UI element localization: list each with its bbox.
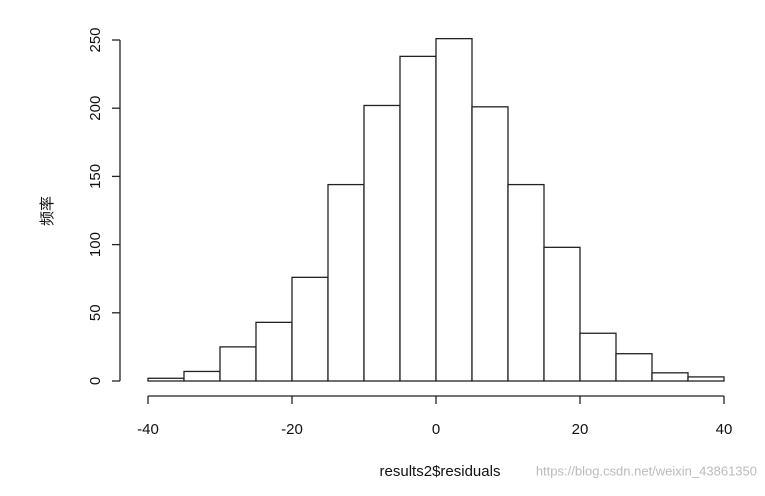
watermark: https://blog.csdn.net/weixin_43861350 <box>536 463 757 478</box>
x-tick-label: -20 <box>281 421 303 438</box>
y-tick-label: 200 <box>87 96 104 121</box>
x-tick-label: -40 <box>137 421 159 438</box>
bar <box>615 353 653 382</box>
bar <box>651 372 689 382</box>
y-tick-label: 100 <box>87 232 104 257</box>
y-axis-label: 频率 <box>39 196 56 226</box>
bar <box>435 37 473 382</box>
bar <box>219 346 257 382</box>
bar <box>507 183 545 382</box>
x-tick-label: 0 <box>432 421 440 438</box>
bar <box>543 246 581 382</box>
y-tick-label: 50 <box>87 304 104 321</box>
x-tick-label: 20 <box>572 421 589 438</box>
bar <box>471 106 509 382</box>
bar <box>291 276 329 382</box>
bar <box>687 376 725 382</box>
x-axis-label: results2$residuals <box>380 463 501 480</box>
x-tick-label: 40 <box>716 421 733 438</box>
bar <box>147 377 185 382</box>
y-tick-label: 250 <box>87 27 104 52</box>
y-tick-label: 150 <box>87 164 104 189</box>
bar <box>579 332 617 382</box>
bar <box>183 370 221 382</box>
bar <box>363 104 401 382</box>
bar <box>327 183 365 382</box>
y-tick-label: 0 <box>87 377 104 385</box>
bar <box>399 55 437 382</box>
bar <box>255 321 293 382</box>
